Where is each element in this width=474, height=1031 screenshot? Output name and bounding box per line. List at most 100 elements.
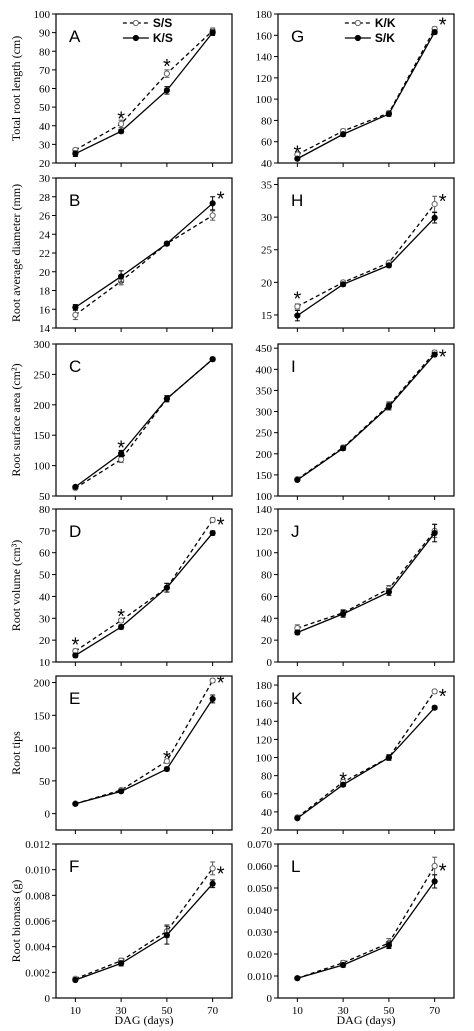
- data-point-l-1-1: [340, 961, 347, 969]
- data-point-e-0-3: [209, 677, 216, 684]
- y-tick-label-b-2: 18: [39, 286, 51, 298]
- y-tick-label-c-5: 300: [34, 339, 51, 351]
- y-tick-label-b-6: 26: [39, 211, 51, 223]
- data-point-e-1-2: [163, 765, 170, 773]
- panel-letter-c: C: [69, 357, 81, 376]
- y-axis-label-a: Total root length (cm): [9, 36, 23, 141]
- significance-star-b-0: *: [217, 189, 225, 211]
- legend-label-a-0: S/S: [153, 16, 172, 30]
- plot-frame-c: [55, 343, 233, 497]
- y-tick-label-b-7: 28: [39, 192, 51, 204]
- panel-k: 20 40 60 80 100 120 140 160 180 K * *: [256, 675, 455, 837]
- y-tick-label-b-0: 14: [39, 323, 51, 335]
- series-line-f-0: [75, 868, 214, 980]
- data-point-d-1-3: [209, 529, 216, 537]
- y-axis-label-d: Root volume (cm³): [9, 540, 23, 632]
- plot-frame-a: [55, 13, 233, 164]
- x-tick-label-f-2: 50: [161, 1005, 173, 1017]
- y-tick-label-a-4: 60: [39, 84, 51, 96]
- y-tick-label-k-0: 20: [261, 825, 273, 837]
- x-tick-label-f-3: 70: [207, 1005, 219, 1017]
- data-point-b-0-3: [209, 212, 216, 219]
- panel-f: 0 0.002 0.004 0.006 0.008 0.010 0.012 10 30 50 70 R…: [9, 839, 233, 1017]
- data-point-j-1-1: [340, 610, 347, 618]
- data-point-k-1-1: [340, 781, 347, 788]
- data-point-e-1-1: [118, 788, 125, 795]
- y-tick-label-e-0: 0: [45, 809, 51, 821]
- data-point-j-1-2: [385, 588, 392, 596]
- y-axis-label-f: Root biomass (g): [9, 880, 23, 963]
- plot-frame-e: [55, 675, 233, 831]
- panel-letter-k: K: [291, 689, 303, 708]
- significance-star-c-0: *: [117, 437, 125, 459]
- data-point-e-1-0: [72, 800, 79, 807]
- series-line-a-1: [75, 32, 214, 155]
- data-point-c-1-3: [209, 356, 216, 363]
- series-line-i-0: [296, 352, 436, 480]
- data-point-e-0-2: [163, 758, 170, 765]
- data-point-l-0-3: [431, 862, 438, 870]
- y-tick-label-h-0: 15: [261, 310, 273, 322]
- legend-label-g-0: K/K: [375, 16, 396, 30]
- y-tick-label-i-4: 300: [256, 407, 273, 419]
- y-tick-label-g-5: 140: [256, 52, 273, 64]
- panel-h: 15 20 25 30 35 H * *: [261, 177, 455, 332]
- data-point-i-1-1: [340, 445, 347, 452]
- data-point-a-1-1: [118, 128, 125, 135]
- plot-frame-i: [277, 343, 455, 497]
- data-point-h-0-0: [294, 303, 301, 310]
- data-point-h-1-2: [385, 262, 392, 269]
- plot-frame-g: [277, 13, 455, 164]
- panel-letter-g: G: [291, 27, 304, 46]
- plot-frame-j: [277, 508, 455, 663]
- y-tick-label-g-4: 120: [256, 73, 273, 85]
- data-point-h-1-0: [294, 312, 301, 319]
- series-line-g-1: [297, 31, 436, 160]
- y-tick-label-c-4: 250: [34, 369, 51, 381]
- data-point-j-1-0: [294, 629, 301, 636]
- y-tick-label-d-0: 10: [39, 657, 51, 669]
- data-point-k-1-3: [431, 704, 438, 711]
- data-point-c-1-0: [72, 483, 79, 490]
- data-point-a-1-2: [163, 87, 170, 94]
- panel-letter-b: B: [69, 191, 80, 210]
- y-tick-label-k-3: 80: [261, 771, 273, 783]
- plot-frame-h: [277, 177, 455, 329]
- y-tick-label-k-7: 160: [256, 698, 273, 710]
- y-tick-label-i-7: 450: [256, 343, 273, 355]
- y-tick-label-c-0: 50: [39, 491, 51, 503]
- y-tick-label-d-7: 80: [39, 504, 51, 516]
- data-point-c-1-1: [118, 450, 125, 457]
- series-line-a-0: [75, 30, 214, 151]
- series-line-c-0: [75, 358, 214, 489]
- y-axis-label-b: Root average diameter (mm): [9, 184, 23, 322]
- significance-star-a-1: *: [163, 56, 171, 78]
- panel-b: 14 16 18 20 22 24 26 28 30 Root average diameter …: [9, 173, 233, 335]
- data-point-a-0-1: [118, 120, 125, 127]
- data-point-d-1-2: [163, 584, 170, 591]
- data-point-b-1-1: [118, 273, 125, 280]
- significance-star-h-0: *: [293, 289, 301, 311]
- significance-star-g-1: *: [439, 15, 447, 37]
- data-point-h-1-1: [340, 281, 347, 288]
- y-tick-label-k-6: 140: [256, 716, 273, 728]
- panel-letter-j: J: [291, 522, 300, 541]
- series-line-d-1: [75, 532, 214, 656]
- y-tick-label-j-6: 120: [256, 526, 273, 538]
- y-tick-label-j-3: 60: [261, 591, 273, 603]
- series-line-b-1: [74, 202, 214, 308]
- y-tick-label-l-3: 0.030: [247, 927, 272, 939]
- y-tick-label-l-5: 0.050: [247, 883, 272, 895]
- y-tick-label-d-1: 20: [39, 635, 51, 647]
- y-axis-label-c: Root surface area (cm²): [9, 363, 23, 476]
- y-tick-label-g-7: 180: [256, 9, 273, 21]
- y-tick-label-b-3: 20: [39, 267, 51, 279]
- plot-frame-b: [55, 177, 233, 329]
- data-point-g-1-2: [385, 110, 392, 118]
- y-tick-label-l-1: 0.010: [247, 971, 272, 983]
- data-point-i-1-3: [431, 351, 438, 358]
- data-point-h-0-3: [431, 200, 438, 208]
- y-tick-label-b-1: 16: [39, 304, 51, 316]
- data-point-d-1-1: [118, 623, 125, 631]
